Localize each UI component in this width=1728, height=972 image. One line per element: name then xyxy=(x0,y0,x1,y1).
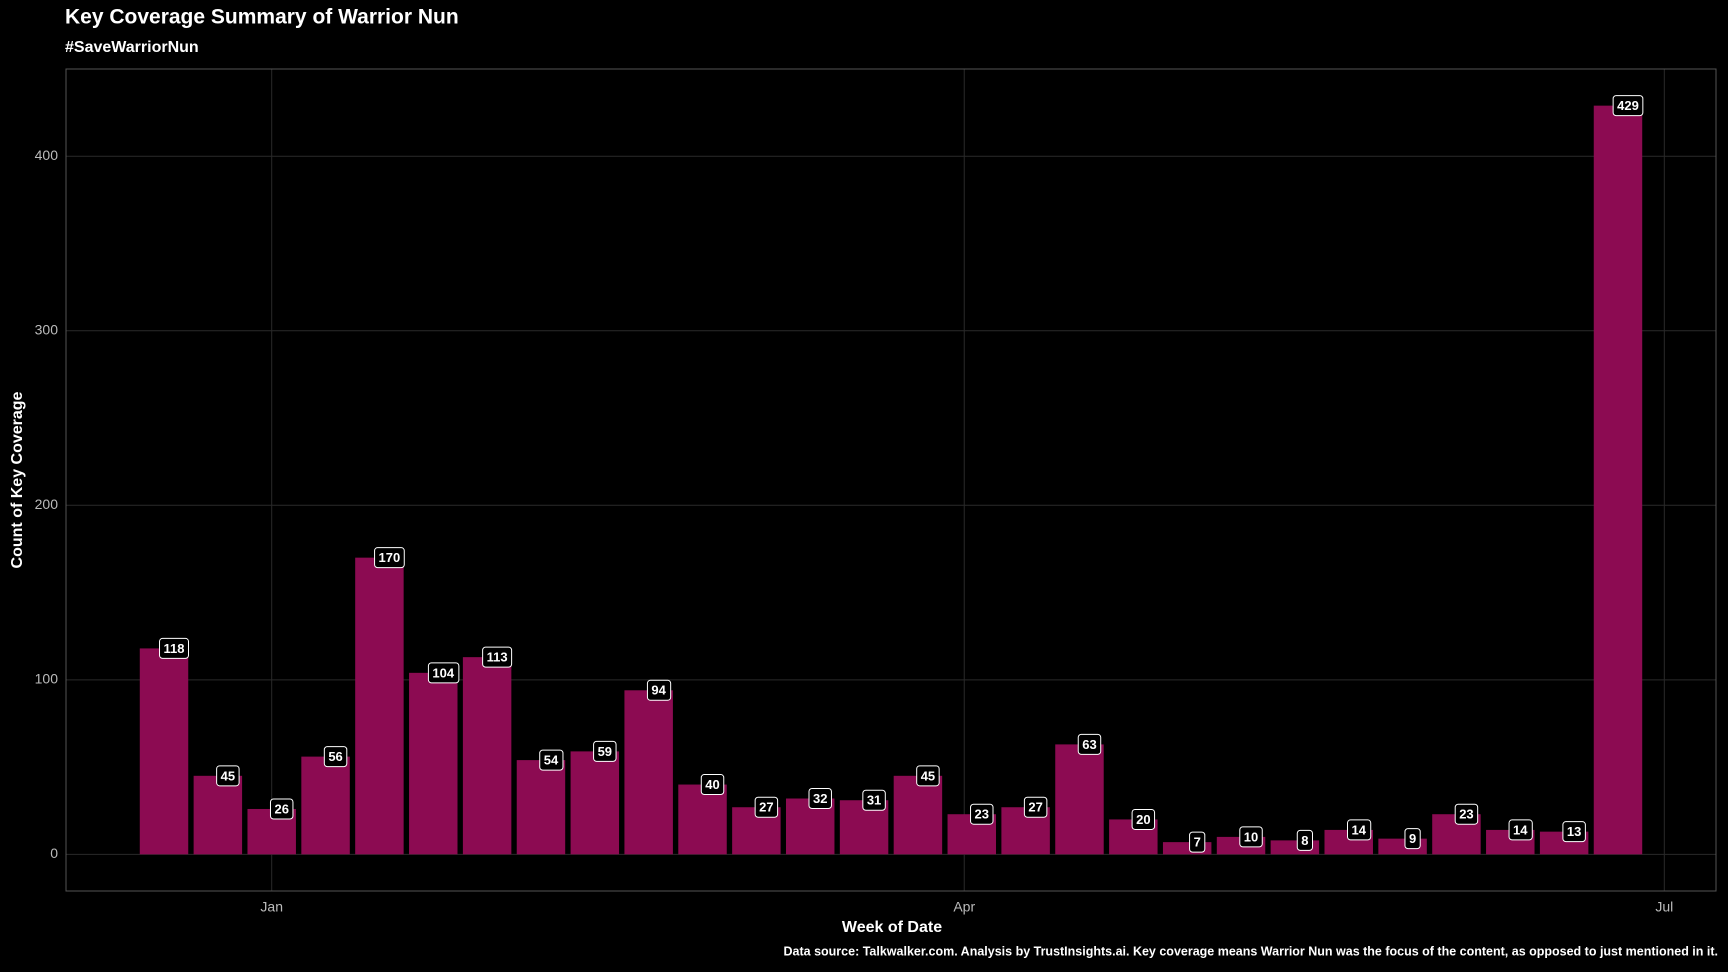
x-tick-label: Jul xyxy=(1655,899,1673,915)
value-label-box xyxy=(374,547,405,569)
value-label-box xyxy=(593,740,617,762)
value-label-box xyxy=(1612,95,1644,117)
y-tick-label: 400 xyxy=(35,147,59,163)
value-label-box xyxy=(1189,831,1206,853)
x-tick-label: Apr xyxy=(953,899,975,915)
value-label: 94 xyxy=(651,683,666,698)
value-label: 429 xyxy=(1617,98,1639,113)
value-label-box xyxy=(862,789,886,811)
bar xyxy=(409,672,458,855)
value-label-box xyxy=(323,746,348,768)
value-label-box xyxy=(1131,808,1156,830)
value-label: 56 xyxy=(328,749,342,764)
value-label: 26 xyxy=(274,801,288,816)
value-label: 40 xyxy=(705,777,719,792)
bar xyxy=(462,657,512,855)
value-label-box xyxy=(1239,826,1263,848)
value-label: 113 xyxy=(487,650,508,665)
value-label-box xyxy=(159,637,190,659)
plot-border xyxy=(65,68,1717,892)
value-label: 63 xyxy=(1082,737,1096,752)
caption: Data source: Talkwalker.com. Analysis by… xyxy=(784,944,1718,958)
value-label: 23 xyxy=(1459,807,1473,822)
value-label-box xyxy=(539,749,564,771)
value-label: 8 xyxy=(1301,833,1308,848)
value-label: 45 xyxy=(921,768,935,783)
value-label-box xyxy=(1023,796,1048,818)
value-label-box xyxy=(1404,828,1421,850)
value-label: 10 xyxy=(1244,829,1258,844)
value-label-box xyxy=(1077,733,1102,755)
bar xyxy=(624,690,673,855)
value-label: 32 xyxy=(813,791,827,806)
bar xyxy=(678,784,727,855)
bar xyxy=(1593,105,1643,855)
value-label-box xyxy=(754,796,779,818)
bar xyxy=(139,648,189,855)
y-tick-label: 0 xyxy=(50,845,58,861)
value-label: 104 xyxy=(432,665,454,680)
y-tick-label: 200 xyxy=(35,496,59,512)
value-label-box xyxy=(700,774,725,796)
bar xyxy=(193,775,243,855)
value-label: 45 xyxy=(221,768,235,783)
bar xyxy=(570,751,620,855)
y-axis-title: Count of Key Coverage xyxy=(9,391,26,568)
value-label-box xyxy=(216,765,240,787)
value-label: 14 xyxy=(1352,822,1367,837)
value-label-box xyxy=(1296,829,1314,851)
value-label: 7 xyxy=(1194,835,1201,850)
value-label-box xyxy=(916,765,940,787)
bar xyxy=(301,756,350,855)
bar xyxy=(355,557,404,855)
bar xyxy=(893,775,943,855)
chart-title: Key Coverage Summary of Warrior Nun xyxy=(65,6,459,29)
y-tick-label: 300 xyxy=(35,321,59,337)
value-label-box xyxy=(269,798,294,820)
value-label-box xyxy=(1562,821,1586,843)
value-label: 27 xyxy=(759,800,773,815)
value-label-box xyxy=(482,646,513,668)
value-label: 27 xyxy=(1028,800,1042,815)
value-label-box xyxy=(1454,803,1479,825)
value-label: 31 xyxy=(867,793,881,808)
value-label: 59 xyxy=(598,744,612,759)
value-label: 9 xyxy=(1409,831,1416,846)
chart-subtitle: #SaveWarriorNun xyxy=(65,39,199,56)
value-label-box xyxy=(808,788,832,810)
value-label-box xyxy=(970,803,994,825)
x-tick-label: Jan xyxy=(260,899,283,915)
value-label-box xyxy=(427,662,460,684)
bar xyxy=(1055,744,1104,855)
value-label: 54 xyxy=(544,753,559,768)
value-label: 170 xyxy=(379,550,401,565)
value-label: 20 xyxy=(1136,812,1150,827)
y-tick-label: 100 xyxy=(35,671,59,687)
bar xyxy=(516,760,566,855)
value-label-box xyxy=(1347,819,1372,841)
value-label: 13 xyxy=(1567,824,1581,839)
value-label-box xyxy=(1508,819,1533,841)
value-label: 14 xyxy=(1513,822,1528,837)
value-label-box xyxy=(646,679,672,701)
x-axis-title: Week of Date xyxy=(842,919,942,936)
value-label: 118 xyxy=(164,641,185,656)
value-label: 23 xyxy=(975,807,989,822)
